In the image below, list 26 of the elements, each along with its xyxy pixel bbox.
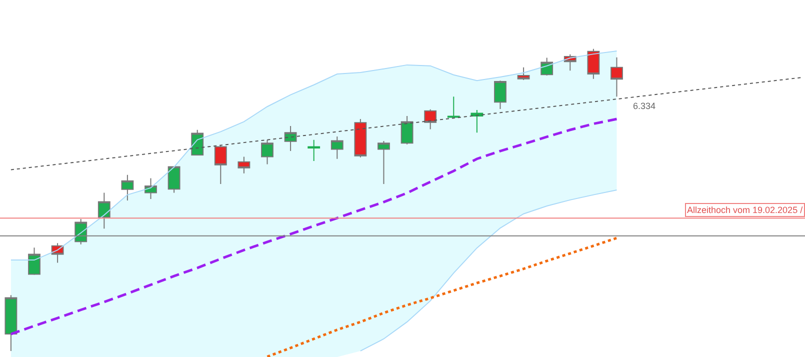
candlestick <box>191 129 204 156</box>
candlestick <box>98 192 110 230</box>
candlestick <box>168 166 180 194</box>
candlestick <box>447 96 460 118</box>
candlestick <box>4 294 18 352</box>
candlestick <box>308 139 320 162</box>
candlestick <box>424 108 437 130</box>
candlestick <box>261 139 274 165</box>
candlestick <box>214 145 227 184</box>
candlestick <box>144 178 157 200</box>
candlestick <box>28 247 40 276</box>
candlestick <box>540 57 554 76</box>
candlestick <box>378 140 390 184</box>
annotation: 6.334 <box>633 101 656 111</box>
candlestick <box>121 174 134 202</box>
candlestick <box>330 136 344 160</box>
candlestick <box>517 66 530 81</box>
candlestick <box>470 109 484 134</box>
candlestick <box>284 125 297 152</box>
candlestick <box>238 156 250 174</box>
candlestick <box>494 80 506 110</box>
candlestick <box>354 118 367 158</box>
candlestick <box>587 48 600 80</box>
candlestick <box>610 56 623 98</box>
ref-line-label: Allzeithoch vom 19.02.2025 / <box>687 205 804 215</box>
candlestick <box>400 115 414 145</box>
